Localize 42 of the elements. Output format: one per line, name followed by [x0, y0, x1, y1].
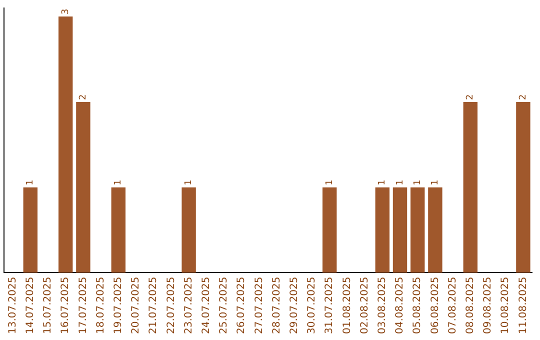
x-tick-label: 23.07.2025: [183, 276, 194, 334]
x-tick-label: 09.08.2025: [482, 276, 494, 334]
x-tick-label: 07.08.2025: [447, 276, 458, 334]
x-tick-label: 21.07.2025: [148, 276, 160, 334]
x-tick-label: 15.07.2025: [42, 276, 54, 334]
x-tick-label: 25.07.2025: [218, 276, 230, 334]
x-tick-label: 27.07.2025: [254, 276, 265, 334]
x-tick-label: 05.08.2025: [412, 276, 424, 334]
data-label: 1: [378, 180, 388, 186]
x-tick-label: 17.07.2025: [78, 276, 89, 334]
x-tick-label: 22.07.2025: [166, 276, 177, 334]
data-label: 2: [78, 94, 89, 100]
x-tick-label: 19.07.2025: [112, 276, 124, 334]
x-tick-label: 02.08.2025: [359, 276, 370, 334]
x-tick-label: 14.07.2025: [24, 276, 36, 334]
x-tick-label: 20.07.2025: [130, 276, 142, 334]
x-tick-label: 18.07.2025: [95, 276, 106, 334]
x-tick-label: 31.07.2025: [324, 276, 336, 334]
x-tick-label: 01.08.2025: [342, 276, 353, 334]
data-label: 1: [412, 180, 423, 186]
x-tick-label: 24.07.2025: [200, 276, 212, 334]
x-tick-label: 29.07.2025: [288, 276, 300, 334]
x-tick-label: 11.08.2025: [518, 276, 529, 334]
data-label: 1: [114, 180, 124, 186]
data-label: 1: [395, 180, 406, 186]
x-tick-label: 06.08.2025: [430, 276, 441, 334]
x-tick-label: 28.07.2025: [271, 276, 282, 334]
x-tick-label: 26.07.2025: [236, 276, 248, 334]
x-tick-label: 16.07.2025: [60, 276, 72, 334]
x-tick-label: 08.08.2025: [464, 276, 476, 334]
data-label: 3: [60, 8, 71, 15]
x-tick-label: 03.08.2025: [376, 276, 388, 334]
x-tick-label: 13.07.2025: [7, 276, 18, 334]
data-label: 1: [26, 180, 36, 186]
data-label: 1: [184, 180, 194, 186]
x-tick-label: 30.07.2025: [306, 276, 318, 334]
x-tick-label: 10.08.2025: [500, 276, 512, 334]
data-label: 1: [430, 180, 441, 186]
data-label: 1: [324, 180, 335, 186]
x-tick-label: 04.08.2025: [394, 276, 406, 334]
data-label: 2: [466, 94, 476, 100]
data-label: 2: [518, 94, 529, 100]
